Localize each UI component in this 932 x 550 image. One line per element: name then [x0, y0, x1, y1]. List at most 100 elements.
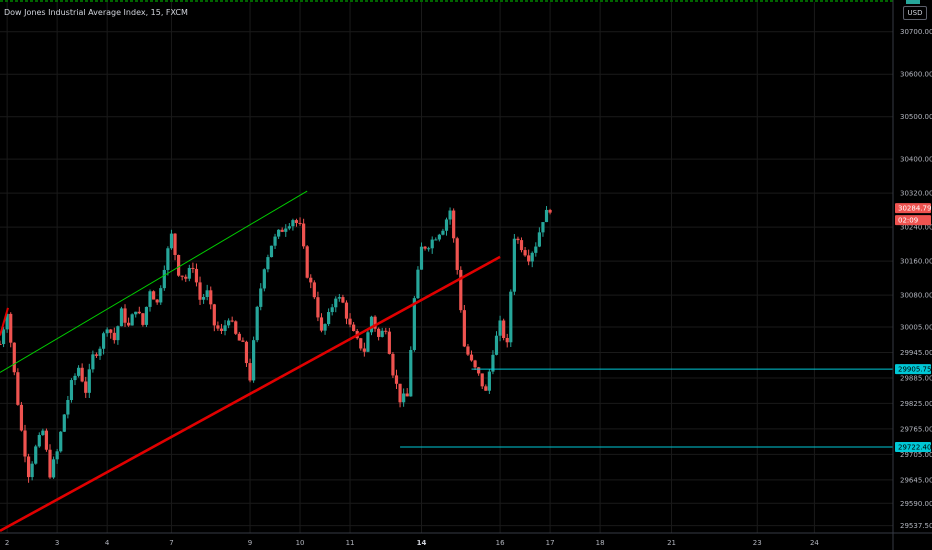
- candle-body: [91, 354, 95, 370]
- price-tick-label: 29765.00: [900, 425, 932, 433]
- currency-button[interactable]: USD: [903, 6, 927, 20]
- time-tick-label: 7: [169, 539, 173, 547]
- last-price-badge: 30284.79: [898, 205, 931, 213]
- candle-body: [284, 228, 288, 232]
- candle-body: [266, 257, 270, 270]
- grid: [0, 0, 893, 533]
- drawings[interactable]: [0, 190, 893, 533]
- candle-body: [212, 304, 216, 326]
- candle-body: [459, 269, 463, 311]
- candle-body: [505, 338, 509, 343]
- candle-body: [51, 459, 56, 478]
- candle-body: [119, 308, 124, 327]
- candle-body: [98, 348, 102, 356]
- candle-body: [498, 320, 502, 336]
- time-tick-label: 17: [546, 539, 555, 547]
- candle-body: [537, 232, 541, 247]
- upper-trendline[interactable]: [0, 190, 308, 373]
- level-badge-2: 29722.40: [898, 444, 931, 452]
- candle-body: [184, 276, 188, 279]
- time-tick-label: 10: [296, 539, 305, 547]
- candle-body: [234, 321, 238, 334]
- candle-body: [248, 363, 252, 381]
- support-trendline[interactable]: [0, 255, 501, 533]
- price-axis[interactable]: 30700.00 30600.00 30500.00 30400.00 30320.00…: [892, 0, 932, 550]
- candle-body: [523, 250, 527, 256]
- candle-body: [298, 222, 302, 224]
- price-tick-label: 30400.00: [900, 156, 932, 164]
- candle-body: [198, 282, 202, 300]
- price-tick-label: 30700.00: [900, 28, 932, 36]
- candle-body: [423, 246, 427, 249]
- candle-body: [34, 446, 38, 464]
- candle-body: [241, 340, 245, 342]
- candle-body: [134, 311, 138, 315]
- candle-body: [30, 463, 34, 478]
- candle-body: [26, 456, 31, 478]
- top-marker: [906, 0, 920, 4]
- candle-body: [369, 316, 374, 333]
- candle-body: [223, 325, 227, 332]
- candle-body: [541, 222, 545, 233]
- candle-body: [41, 430, 45, 436]
- candle-body: [137, 311, 141, 314]
- candle-body: [262, 269, 266, 289]
- candle-body: [230, 320, 234, 322]
- level-badge-2-bg: [895, 442, 931, 453]
- candle-body: [237, 333, 241, 341]
- candle-body: [37, 435, 41, 447]
- candle-body: [509, 291, 513, 343]
- candle-body: [277, 229, 281, 237]
- candle-body: [441, 230, 445, 235]
- candle-body: [227, 320, 231, 326]
- candle-body: [148, 291, 152, 307]
- candle-body: [384, 330, 388, 332]
- candle-body: [519, 240, 524, 251]
- candle-body: [66, 400, 70, 415]
- candle-body: [362, 348, 366, 352]
- candle-body: [0, 343, 2, 345]
- candle-body: [487, 371, 491, 391]
- candle-body: [273, 236, 277, 246]
- price-tick-label: 29537.50: [900, 522, 932, 530]
- candle-body: [155, 299, 159, 303]
- candles: [0, 206, 552, 483]
- price-tick-label: 30240.00: [900, 224, 932, 232]
- candle-body: [173, 233, 177, 256]
- candle-body: [130, 314, 134, 326]
- price-tick-label: 30500.00: [900, 113, 932, 121]
- candle-body: [452, 210, 456, 239]
- candle-body: [377, 328, 381, 337]
- candle-body: [373, 316, 377, 329]
- candle-body: [416, 269, 420, 299]
- countdown-badge-bg: [895, 215, 931, 226]
- price-tick-label: 30160.00: [900, 258, 932, 266]
- candle-body: [80, 367, 84, 382]
- price-tick-label: 30320.00: [900, 190, 932, 198]
- candle-body: [16, 372, 20, 405]
- price-tick-label: 30600.00: [900, 71, 932, 79]
- left-red-stub: [0, 307, 9, 336]
- time-tick-label: 3: [55, 539, 59, 547]
- candle-body: [544, 209, 549, 223]
- candle-body: [294, 220, 299, 223]
- time-tick-label: 14: [417, 539, 427, 547]
- candle-body: [469, 354, 474, 361]
- candle-body: [169, 233, 174, 249]
- candle-body: [177, 255, 181, 276]
- candle-body: [219, 328, 224, 332]
- time-axis[interactable]: 2 3 4 7 9 10 11 14 16 17 18 21 23 24: [0, 532, 932, 547]
- candle-body: [427, 248, 431, 250]
- candle-body: [494, 335, 499, 355]
- candle-body: [101, 333, 106, 349]
- candle-body: [187, 267, 191, 279]
- time-tick-label: 4: [105, 539, 110, 547]
- candle-body: [409, 349, 413, 397]
- time-tick-label: 9: [248, 539, 252, 547]
- candle-body: [359, 338, 363, 349]
- candle-body: [434, 239, 438, 241]
- candle-body: [480, 373, 484, 387]
- price-tick-label: 29825.00: [900, 400, 932, 408]
- candle-body: [437, 234, 441, 240]
